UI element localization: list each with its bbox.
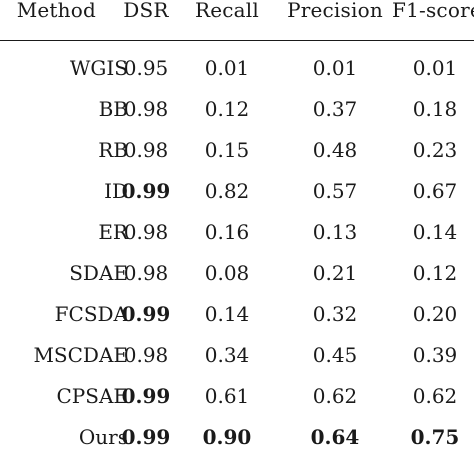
cell-dsr: 0.98 <box>123 261 169 285</box>
cell-precision: 0.57 <box>312 179 358 203</box>
cell-method: MSCDAE <box>33 343 128 367</box>
cell-recall: 0.82 <box>204 179 250 203</box>
cell-method: WGIS <box>69 56 128 80</box>
cell-method: ID <box>104 179 128 203</box>
cell-method: Ours <box>78 425 128 449</box>
header-recall: Recall <box>194 0 259 22</box>
cell-precision: 0.48 <box>312 138 358 162</box>
cell-recall: 0.01 <box>204 56 250 80</box>
table-row: CPSAE 0.99 0.61 0.62 0.62 <box>0 376 474 416</box>
cell-precision: 0.62 <box>312 384 358 408</box>
cell-f1: 0.67 <box>412 179 458 203</box>
header-dsr: DSR <box>123 0 169 22</box>
cell-precision: 0.01 <box>312 56 358 80</box>
cell-method: RB <box>98 138 128 162</box>
cell-dsr: 0.99 <box>121 302 171 326</box>
cell-f1: 0.62 <box>412 384 458 408</box>
table-row: WGIS 0.95 0.01 0.01 0.01 <box>0 48 474 88</box>
table-row: MSCDAE 0.98 0.34 0.45 0.39 <box>0 335 474 375</box>
cell-dsr: 0.98 <box>123 97 169 121</box>
table-row: Ours 0.99 0.90 0.64 0.75 <box>0 417 474 457</box>
cell-dsr: 0.98 <box>123 343 169 367</box>
cell-recall: 0.14 <box>204 302 250 326</box>
cell-recall: 0.08 <box>204 261 250 285</box>
header-row: Method DSR Recall Precision F1-score <box>0 0 474 30</box>
cell-method: BB <box>98 97 128 121</box>
cell-dsr: 0.95 <box>123 56 169 80</box>
cell-method: FCSDA <box>54 302 128 326</box>
cell-f1: 0.12 <box>412 261 458 285</box>
cell-recall: 0.34 <box>204 343 250 367</box>
cell-recall: 0.15 <box>204 138 250 162</box>
cell-f1: 0.20 <box>412 302 458 326</box>
cell-recall: 0.90 <box>202 425 252 449</box>
cell-recall: 0.16 <box>204 220 250 244</box>
table-row: ER 0.98 0.16 0.13 0.14 <box>0 212 474 252</box>
table-row: FCSDA 0.99 0.14 0.32 0.20 <box>0 294 474 334</box>
cell-recall: 0.12 <box>204 97 250 121</box>
cell-precision: 0.32 <box>312 302 358 326</box>
cell-method: SDAE <box>69 261 128 285</box>
cell-f1: 0.01 <box>412 56 458 80</box>
header-method: Method <box>16 0 96 22</box>
cell-precision: 0.21 <box>312 261 358 285</box>
cell-precision: 0.13 <box>312 220 358 244</box>
cell-f1: 0.18 <box>412 97 458 121</box>
header-rule <box>0 40 474 41</box>
cell-dsr: 0.99 <box>121 179 171 203</box>
cell-method: ER <box>98 220 128 244</box>
table-row: BB 0.98 0.12 0.37 0.18 <box>0 89 474 129</box>
cell-f1: 0.14 <box>412 220 458 244</box>
cell-precision: 0.64 <box>310 425 360 449</box>
cell-dsr: 0.99 <box>121 425 171 449</box>
table-row: RB 0.98 0.15 0.48 0.23 <box>0 130 474 170</box>
header-f1: F1-score <box>392 0 474 22</box>
table-row: ID 0.99 0.82 0.57 0.67 <box>0 171 474 211</box>
cell-dsr: 0.99 <box>121 384 171 408</box>
cell-recall: 0.61 <box>204 384 250 408</box>
cell-precision: 0.37 <box>312 97 358 121</box>
table-row: SDAE 0.98 0.08 0.21 0.12 <box>0 253 474 293</box>
cell-precision: 0.45 <box>312 343 358 367</box>
cell-f1: 0.39 <box>412 343 458 367</box>
cell-dsr: 0.98 <box>123 138 169 162</box>
cell-f1: 0.23 <box>412 138 458 162</box>
header-precision: Precision <box>287 0 383 22</box>
cell-method: CPSAE <box>56 384 128 408</box>
cell-dsr: 0.98 <box>123 220 169 244</box>
cell-f1: 0.75 <box>410 425 460 449</box>
